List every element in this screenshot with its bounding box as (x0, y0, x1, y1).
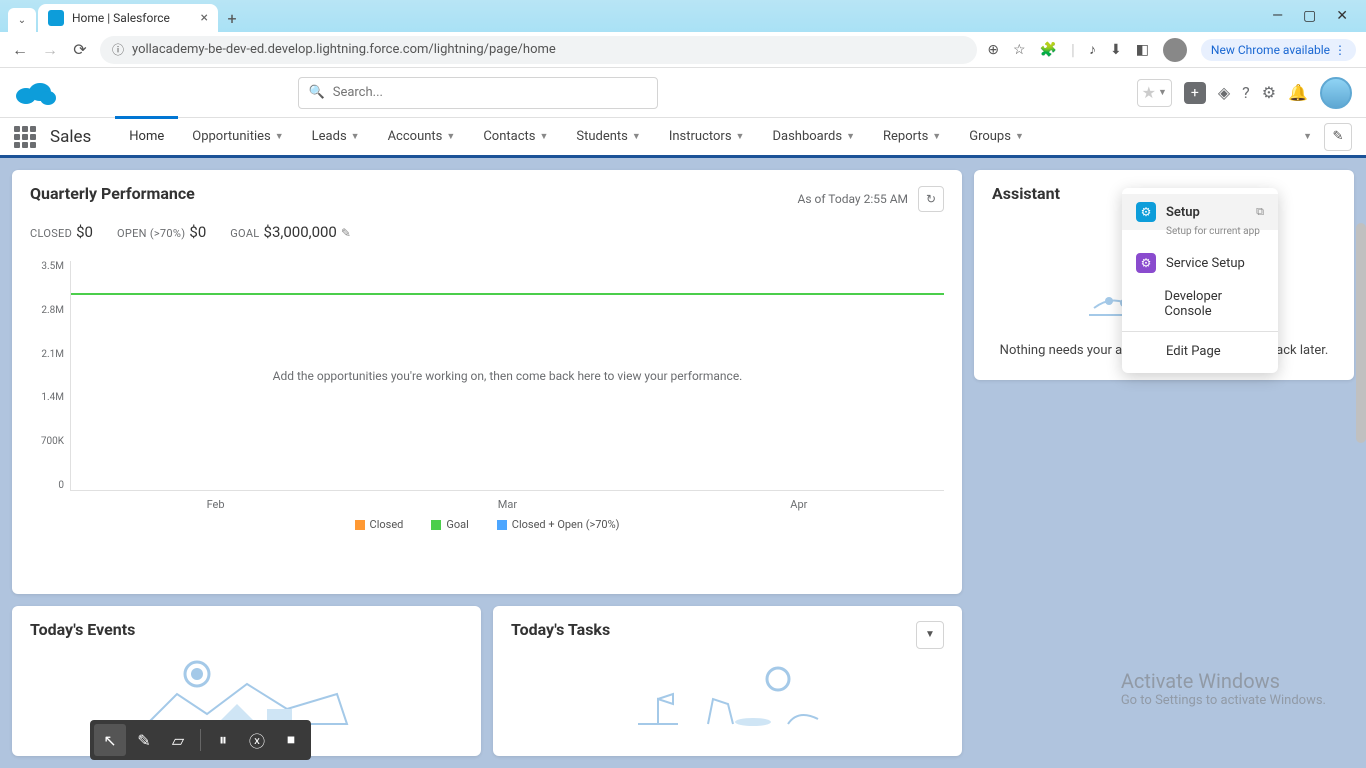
pause-recording-icon[interactable]: ⏸ (207, 724, 239, 756)
sidepanel-icon[interactable]: ◧ (1136, 42, 1149, 58)
site-info-icon[interactable]: ⓘ (112, 41, 124, 58)
card-title: Today's Events (30, 620, 463, 639)
user-avatar[interactable] (1320, 77, 1352, 109)
back-button[interactable]: ← (10, 40, 30, 60)
notifications-icon[interactable]: 🔔 (1288, 83, 1308, 102)
cursor-tool-icon[interactable]: ↖ (94, 724, 126, 756)
menu-item-subtitle: Setup for current app (1122, 226, 1278, 245)
quarterly-performance-card: Quarterly Performance As of Today 2:55 A… (12, 170, 962, 594)
performance-chart: 3.5M2.8M2.1M1.4M700K0 Add the opportunit… (30, 261, 944, 531)
nav-more-chevron[interactable]: ▼ (1303, 131, 1312, 142)
tab-close-icon[interactable]: × (201, 10, 208, 26)
new-tab-button[interactable]: + (218, 4, 246, 32)
salesforce-app: 🔍 ★▼ + ◈ ? ⚙ 🔔 Sales HomeOpportunities▼L… (0, 68, 1366, 768)
profile-avatar-icon[interactable] (1163, 38, 1187, 62)
browser-toolbar: ← → ⟳ ⓘ yollacademy-be-dev-ed.develop.li… (0, 32, 1366, 68)
maximize-icon[interactable]: ▢ (1303, 8, 1316, 24)
nav-item-home[interactable]: Home (115, 117, 178, 157)
global-search[interactable]: 🔍 (298, 77, 658, 109)
open-value: $0 (189, 223, 206, 241)
downloads-icon[interactable]: ⬇ (1110, 42, 1122, 58)
nav-item-reports[interactable]: Reports▼ (869, 117, 955, 157)
media-icon[interactable]: ♪ (1089, 41, 1096, 58)
open-label: OPEN (>70%) (117, 227, 185, 240)
tab-search-dropdown[interactable]: ⌄ (8, 8, 36, 32)
closed-value: $0 (76, 223, 93, 241)
gear-icon: ⚙ (1136, 202, 1156, 222)
edit-nav-button[interactable]: ✎ (1324, 123, 1352, 151)
goal-label: GOAL (230, 227, 259, 240)
bookmark-star-icon[interactable]: ☆ (1013, 42, 1026, 58)
refresh-button[interactable]: ↻ (918, 186, 944, 212)
nav-item-students[interactable]: Students▼ (562, 117, 654, 157)
todays-tasks-card: Today's Tasks ▼ (493, 606, 962, 756)
cancel-recording-icon[interactable]: ⓧ (241, 724, 273, 756)
nav-item-instructors[interactable]: Instructors▼ (655, 117, 759, 157)
chart-empty-message: Add the opportunities you're working on,… (246, 369, 770, 383)
gear-icon: ⚙ (1136, 253, 1156, 273)
salesforce-favicon (48, 10, 64, 26)
setup-menu: ⚙ Setup ⧉ Setup for current app ⚙ Servic… (1122, 188, 1278, 373)
recording-toolbar: ↖ ✎ ▱ ⏸ ⓧ ⏹ (90, 720, 311, 760)
nav-item-groups[interactable]: Groups▼ (955, 117, 1038, 157)
goal-line (71, 293, 944, 295)
nav-item-dashboards[interactable]: Dashboards▼ (758, 117, 869, 157)
url-bar[interactable]: ⓘ yollacademy-be-dev-ed.develop.lightnin… (100, 36, 977, 64)
menu-item-developer-console[interactable]: Developer Console (1122, 281, 1278, 327)
card-title: Quarterly Performance (30, 184, 195, 203)
app-nav-bar: Sales HomeOpportunities▼Leads▼Accounts▼C… (0, 118, 1366, 158)
scrollbar-thumb[interactable] (1356, 223, 1366, 443)
window-controls: — ▢ ✕ (1272, 8, 1358, 24)
menu-divider (1122, 331, 1278, 332)
browser-tab[interactable]: Home | Salesforce × (38, 4, 218, 32)
nav-item-leads[interactable]: Leads▼ (298, 117, 374, 157)
tab-title: Home | Salesforce (72, 11, 193, 25)
menu-item-service-setup[interactable]: ⚙ Service Setup (1122, 245, 1278, 281)
global-header: 🔍 ★▼ + ◈ ? ⚙ 🔔 (0, 68, 1366, 118)
goal-value: $3,000,000 (264, 223, 337, 241)
edit-goal-icon[interactable]: ✎ (341, 226, 351, 240)
favorites-button[interactable]: ★▼ (1137, 79, 1172, 107)
menu-item-setup[interactable]: ⚙ Setup ⧉ (1122, 194, 1278, 230)
reload-button[interactable]: ⟳ (70, 40, 90, 59)
app-launcher-icon[interactable] (14, 126, 36, 148)
stop-recording-icon[interactable]: ⏹ (275, 724, 307, 756)
minimize-icon[interactable]: — (1272, 8, 1283, 24)
closed-label: CLOSED (30, 227, 72, 240)
global-actions-icon[interactable]: + (1184, 82, 1206, 104)
highlighter-tool-icon[interactable]: ▱ (162, 724, 194, 756)
url-text: yollacademy-be-dev-ed.develop.lightning.… (132, 42, 556, 57)
setup-gear-icon[interactable]: ⚙ (1262, 83, 1276, 102)
nav-item-contacts[interactable]: Contacts▼ (469, 117, 562, 157)
tasks-filter-dropdown[interactable]: ▼ (916, 621, 944, 649)
extensions-icon[interactable]: 🧩 (1040, 42, 1057, 58)
as-of-text: As of Today 2:55 AM (798, 192, 908, 206)
forward-button[interactable]: → (40, 40, 60, 60)
nav-item-opportunities[interactable]: Opportunities▼ (178, 117, 297, 157)
guidance-center-icon[interactable]: ◈ (1218, 83, 1230, 102)
pen-tool-icon[interactable]: ✎ (128, 724, 160, 756)
browser-titlebar: ⌄ Home | Salesforce × + — ▢ ✕ (0, 0, 1366, 32)
chrome-update-button[interactable]: New Chrome available⋮ (1201, 39, 1356, 61)
search-input[interactable] (333, 85, 647, 100)
salesforce-logo (14, 78, 58, 108)
zoom-icon[interactable]: ⊕ (987, 42, 999, 58)
close-window-icon[interactable]: ✕ (1336, 8, 1348, 24)
search-icon: 🔍 (309, 85, 325, 100)
tasks-illustration (511, 649, 944, 739)
card-title: Today's Tasks (511, 620, 610, 639)
nav-item-accounts[interactable]: Accounts▼ (374, 117, 470, 157)
menu-item-edit-page[interactable]: Edit Page (1122, 336, 1278, 367)
open-in-new-icon[interactable]: ⧉ (1256, 205, 1264, 219)
help-icon[interactable]: ? (1242, 83, 1250, 102)
app-name: Sales (50, 127, 91, 147)
windows-activation-watermark: Activate Windows Go to Settings to activ… (1121, 669, 1326, 708)
